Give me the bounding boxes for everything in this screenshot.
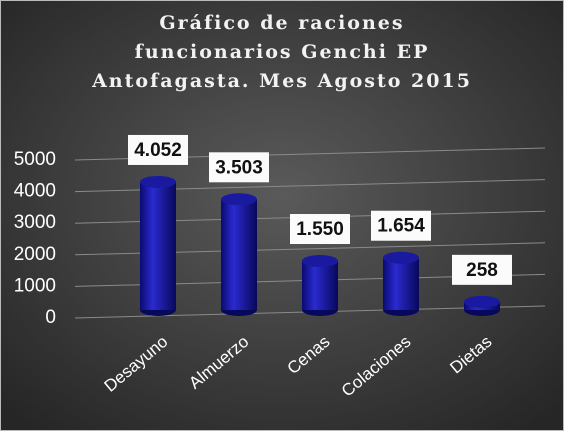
bar: [140, 181, 176, 310]
bar-top: [464, 295, 500, 308]
bar-top: [140, 175, 176, 188]
chart-title: Antofagasta. Mes Agosto 2015: [91, 70, 472, 92]
y-tick-label: 1000: [14, 275, 56, 296]
bar: [302, 261, 338, 310]
y-tick-label: 3000: [14, 212, 56, 233]
value-label-box: [290, 214, 350, 245]
y-tick-label: 2000: [14, 244, 56, 265]
chart-title: funcionarios Genchi EP: [135, 41, 430, 63]
chart-title: Gráfico de raciones: [159, 12, 404, 34]
value-label-box: [128, 134, 188, 165]
value-label-box: [371, 210, 431, 241]
value-label: 3.503: [215, 157, 263, 178]
value-label: 1.550: [296, 219, 344, 240]
y-tick-label: 5000: [14, 149, 56, 170]
y-tick-label: 0: [45, 307, 56, 328]
bar-top: [221, 193, 257, 206]
value-label: 258: [466, 260, 498, 281]
value-label: 1.654: [377, 216, 425, 237]
value-label: 4.052: [134, 140, 182, 161]
y-tick-label: 4000: [14, 181, 56, 202]
bar-top: [302, 255, 338, 268]
bar: [383, 257, 419, 310]
bar: [221, 199, 257, 310]
value-label-box: [209, 152, 269, 183]
bar-top: [383, 251, 419, 264]
value-label-box: [452, 254, 512, 285]
